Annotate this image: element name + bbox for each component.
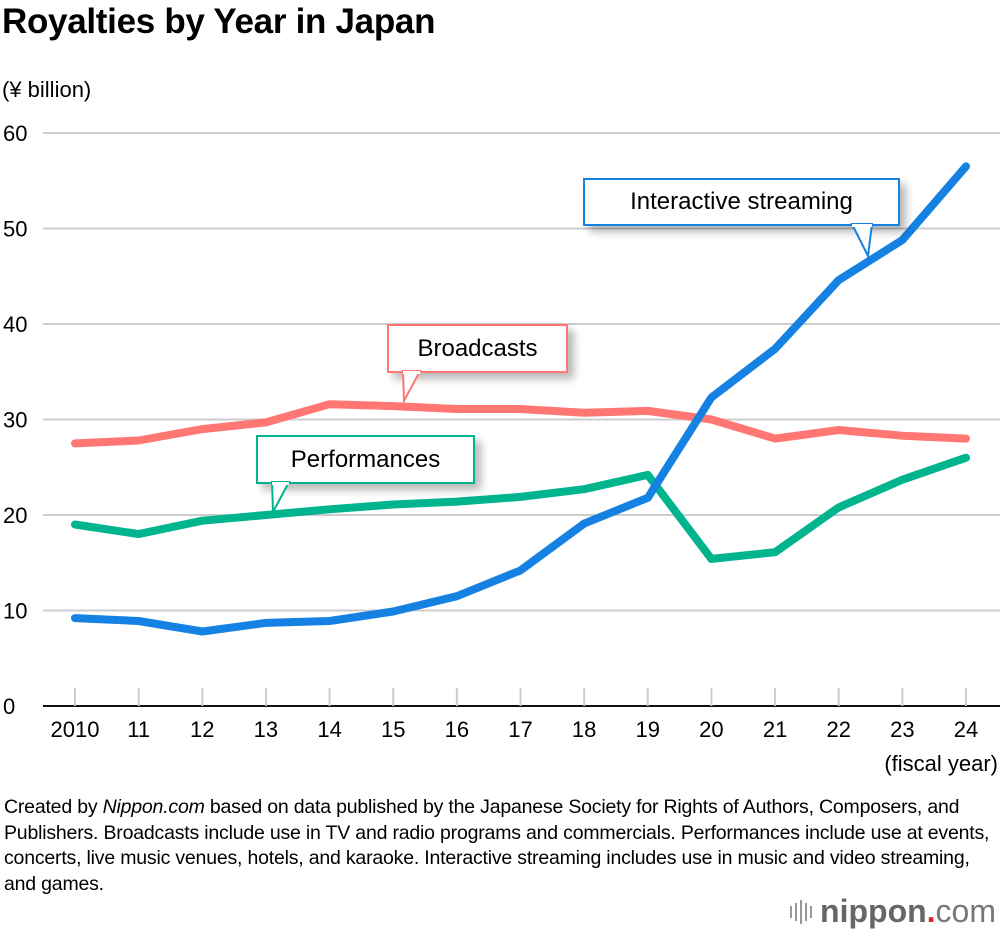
logo-suffix: com — [935, 893, 996, 929]
x-tick-label: 24 — [954, 717, 978, 742]
x-tick-label: 13 — [254, 717, 278, 742]
source-text: based on data published by the Japanese … — [4, 796, 990, 895]
y-tick-label: 30 — [3, 408, 27, 433]
x-tick-label: 12 — [190, 717, 214, 742]
y-tick-label: 10 — [3, 599, 27, 624]
callout-label: Performances — [290, 445, 441, 473]
x-tick-label: 14 — [317, 717, 341, 742]
x-axis — [43, 688, 1000, 707]
y-tick-label: 40 — [3, 312, 27, 337]
chart-title: Royalties by Year in Japan — [2, 2, 436, 41]
x-axis-label: (fiscal year) — [884, 751, 998, 776]
series-line-performances — [71, 453, 970, 563]
x-tick-label: 23 — [890, 717, 914, 742]
logo-dot: . — [926, 893, 936, 929]
callout-interactive-streaming: Interactive streaming — [583, 178, 900, 226]
x-tick-label: 15 — [381, 717, 405, 742]
callout-label: Broadcasts — [417, 334, 538, 362]
y-axis-unit-label: (¥ billion) — [2, 77, 92, 102]
x-tick-label: 17 — [508, 717, 532, 742]
source-prefix: Created by — [4, 796, 103, 818]
nippon-logo: nippon. com — [790, 893, 996, 930]
callout-broadcasts: Broadcasts — [387, 324, 568, 373]
y-tick-label: 50 — [3, 217, 27, 242]
source-note: Created by Nippon.com based on data publ… — [4, 795, 994, 897]
y-tick-labels: 0 10 20 30 40 50 60 — [3, 121, 27, 719]
x-tick-label: 16 — [445, 717, 469, 742]
x-tick-labels: 2010 11 12 13 14 15 16 17 18 19 20 21 22 23 24 — [51, 717, 979, 742]
x-tick-label: 20 — [699, 717, 723, 742]
gridlines — [43, 132, 1000, 612]
series-line-interactive-streaming — [71, 162, 970, 636]
y-tick-label: 20 — [3, 503, 27, 528]
x-tick-label: 2010 — [51, 717, 100, 742]
x-tick-label: 21 — [763, 717, 787, 742]
x-tick-label: 22 — [826, 717, 850, 742]
callout-label: Interactive streaming — [630, 188, 853, 215]
y-tick-label: 0 — [3, 694, 15, 719]
line-chart: 0 10 20 30 40 50 60 2010 11 12 13 14 15 16 17 18 19 20 21… — [3, 121, 1000, 776]
x-tick-label: 19 — [636, 717, 660, 742]
series-lines — [71, 162, 970, 636]
series-line-broadcasts — [71, 400, 970, 448]
source-name: Nippon.com — [102, 796, 205, 818]
x-tick-label: 18 — [572, 717, 596, 742]
callout-performances: Performances — [256, 435, 475, 484]
x-tick-label: 11 — [127, 717, 150, 742]
logo-wordmark: nippon — [820, 893, 927, 929]
logo-bars-icon — [790, 899, 813, 924]
y-tick-label: 60 — [3, 121, 27, 146]
